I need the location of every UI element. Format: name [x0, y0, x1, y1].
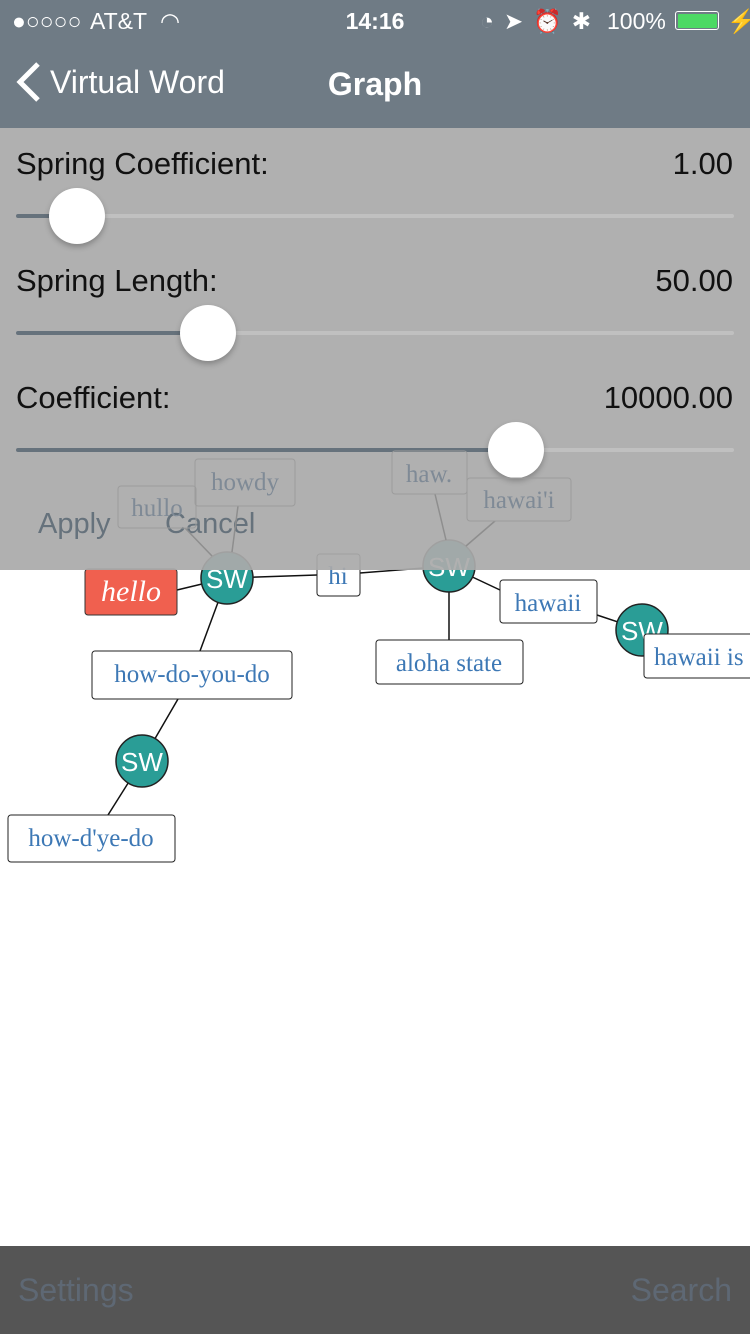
- spring-coefficient-label: Spring Coefficient:: [16, 146, 269, 181]
- hub-label: SW: [121, 747, 163, 777]
- coefficient-label: Coefficient:: [16, 380, 171, 415]
- hub-3[interactable]: SW: [115, 734, 169, 788]
- slider-thumb[interactable]: [488, 422, 545, 478]
- spring-coefficient-value: 1.00: [672, 146, 733, 181]
- battery-icon: [675, 11, 719, 30]
- back-button[interactable]: Virtual Word: [14, 60, 225, 104]
- page-title: Graph: [327, 66, 423, 102]
- chevron-left-icon: [16, 62, 40, 102]
- signal-strength: ●○○○○: [12, 8, 82, 34]
- apply-button[interactable]: Apply: [38, 508, 111, 540]
- battery-percent: 100%: [607, 8, 666, 34]
- charging-icon: ⚡: [727, 8, 750, 34]
- spring-length-slider[interactable]: [16, 305, 734, 361]
- cancel-button[interactable]: Cancel: [165, 508, 256, 540]
- coefficient-value: 10000.00: [603, 380, 733, 415]
- slider-thumb[interactable]: [49, 188, 106, 244]
- status-icons: ◔➤⏰✱: [480, 8, 602, 34]
- node-hello[interactable]: hello: [84, 568, 178, 616]
- spring-coefficient-slider[interactable]: [16, 188, 734, 244]
- node-hawaii-is[interactable]: hawaii is: [643, 633, 750, 679]
- node-how-do-you-do[interactable]: how-do-you-do: [91, 650, 293, 700]
- wifi-icon: ◠: [160, 8, 181, 34]
- slider-thumb[interactable]: [180, 305, 237, 361]
- settings-button[interactable]: Settings: [18, 1272, 134, 1308]
- node-label: hawaii is: [654, 644, 744, 671]
- carrier: AT&T: [90, 8, 148, 34]
- search-button[interactable]: Search: [630, 1272, 732, 1308]
- node-label: how-d'ye-do: [28, 825, 153, 852]
- clock: 14:16: [345, 8, 405, 34]
- node-label: how-do-you-do: [114, 661, 270, 688]
- spring-length-value: 50.00: [655, 263, 733, 298]
- node-hawaii[interactable]: hawaii: [499, 579, 598, 624]
- coefficient-slider[interactable]: [16, 422, 734, 478]
- spring-length-label: Spring Length:: [16, 263, 218, 298]
- back-label: Virtual Word: [50, 63, 225, 100]
- node-label: aloha state: [396, 650, 502, 677]
- node-label: hello: [101, 575, 161, 608]
- bottom-toolbar: Settings Search: [0, 1246, 750, 1334]
- node-how-dye-do[interactable]: how-d'ye-do: [7, 814, 176, 863]
- navigation-bar: ●○○○○ AT&T ◠ 14:16 ◔➤⏰✱ 100% ⚡ Virtual W…: [0, 0, 750, 128]
- node-aloha-state[interactable]: aloha state: [375, 639, 524, 685]
- physics-settings-panel: Spring Coefficient: 1.00 Spring Length: …: [0, 128, 750, 570]
- node-label: hawaii: [515, 590, 582, 617]
